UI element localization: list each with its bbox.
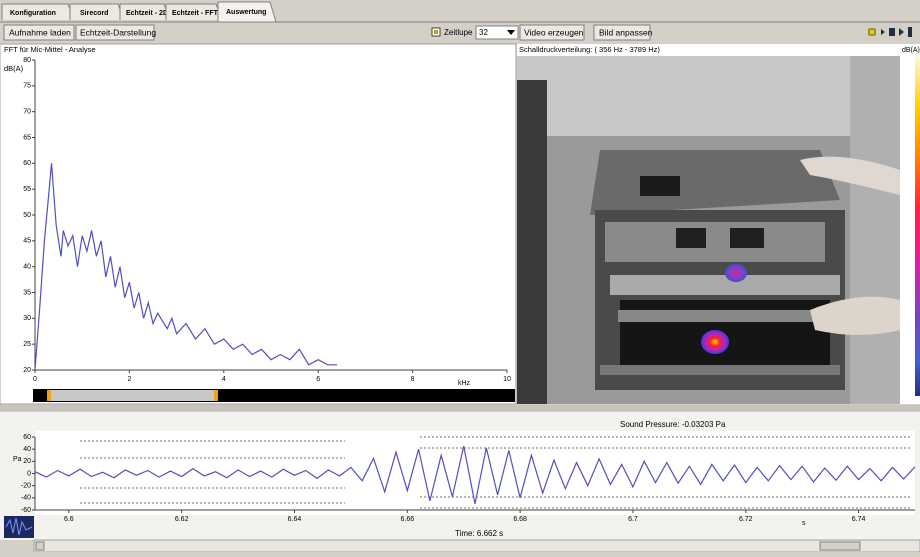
y-tick-label: 0 [27, 470, 31, 477]
tab[interactable]: Konfiguration [2, 4, 74, 20]
x-tick-label: 6.74 [852, 516, 866, 523]
splitter[interactable] [0, 405, 920, 411]
x-tick-label: 8 [411, 376, 415, 383]
x-tick-label: 2 [127, 376, 131, 383]
fft-y-unit: dB(A) [4, 64, 24, 73]
waveform-y-unit: Pa [13, 456, 22, 463]
y-tick-label: -60 [21, 507, 31, 514]
button[interactable]: Video erzeugen [520, 25, 584, 40]
fft-title: FFT für Mic-Mittel - Analyse [4, 45, 96, 54]
app-window: Konfiguration Sirecord Echtzeit - 2D Ech… [0, 0, 920, 552]
tab-label[interactable]: Echtzeit - FFT [172, 10, 219, 17]
x-tick-label: 4 [222, 376, 226, 383]
y-tick-label: 80 [23, 57, 31, 64]
y-tick-label: 40 [23, 264, 31, 271]
scrollbar[interactable] [34, 540, 920, 552]
x-tick-label: 6.62 [175, 516, 189, 523]
checkbox-label: Zeitlupe [444, 28, 473, 37]
image-title: Schalldruckverteilung: ( 356 Hz - 3789 H… [519, 45, 660, 54]
camera-image [517, 56, 900, 404]
button[interactable]: Echtzeit-Darstellung [76, 25, 156, 40]
indicator [869, 29, 875, 35]
y-tick-label: 25 [23, 341, 31, 348]
colorbar [915, 56, 920, 396]
y-tick-label: 30 [23, 315, 31, 322]
button-label[interactable]: Aufnahme laden [9, 27, 71, 37]
y-tick-label: 40 [23, 446, 31, 453]
button-label[interactable]: Echtzeit-Darstellung [80, 27, 156, 37]
button[interactable]: Bild anpassen [594, 25, 653, 40]
tab-label[interactable]: Echtzeit - 2D [126, 10, 168, 17]
y-tick-label: 35 [23, 289, 31, 296]
y-tick-label: 20 [23, 458, 31, 465]
x-tick-label: 6.6 [64, 516, 74, 523]
tab[interactable]: Echtzeit - FFT [166, 4, 222, 20]
range-handle[interactable] [47, 390, 51, 401]
x-tick-label: 6.7 [628, 516, 638, 523]
y-tick-label: -40 [21, 495, 31, 502]
x-tick-label: 6 [316, 376, 320, 383]
fft-panel [0, 44, 516, 404]
tab[interactable]: Sirecord [70, 4, 124, 20]
y-tick-label: 60 [23, 160, 31, 167]
y-tick-label: 45 [23, 238, 31, 245]
tab-label[interactable]: Sirecord [80, 10, 108, 17]
y-tick-label: 60 [23, 434, 31, 441]
button[interactable]: Aufnahme laden [4, 25, 74, 40]
scroll-button[interactable] [36, 542, 44, 550]
select-value: 32 [479, 28, 488, 37]
y-tick-label: 20 [23, 367, 31, 374]
y-tick-label: 65 [23, 134, 31, 141]
y-tick-label: 75 [23, 83, 31, 90]
x-tick-label: 6.72 [739, 516, 753, 523]
y-tick-label: 55 [23, 186, 31, 193]
x-tick-label: 6.68 [513, 516, 527, 523]
button-label[interactable]: Video erzeugen [524, 27, 584, 37]
page: Konfiguration Sirecord Echtzeit - 2D Ech… [0, 0, 920, 552]
y-tick-label: 50 [23, 212, 31, 219]
y-tick-label: -20 [21, 483, 31, 490]
time-readout: Time: 6.662 s [455, 529, 503, 538]
checkbox-check [434, 30, 438, 34]
waveform-title: Sound Pressure: -0.03203 Pa [620, 420, 726, 429]
x-tick-label: 6.66 [400, 516, 414, 523]
tab[interactable]: Echtzeit - 2D [120, 4, 170, 20]
x-tick-label: 10 [503, 376, 511, 383]
x-tick-label: 0 [33, 376, 37, 383]
range-selection[interactable] [47, 390, 217, 401]
fft-x-unit: kHz [458, 380, 471, 387]
scroll-thumb[interactable] [820, 542, 860, 550]
button-label[interactable]: Bild anpassen [599, 27, 653, 37]
x-tick-label: 6.64 [288, 516, 302, 523]
y-tick-label: 70 [23, 109, 31, 116]
tab-label[interactable]: Auswertung [226, 9, 266, 16]
tab-label[interactable]: Konfiguration [10, 10, 56, 17]
colorbar-unit: dB(A) [902, 47, 920, 54]
range-handle[interactable] [214, 390, 218, 401]
waveform-x-unit: s [802, 520, 806, 527]
tab-active[interactable]: Auswertung [218, 2, 276, 22]
